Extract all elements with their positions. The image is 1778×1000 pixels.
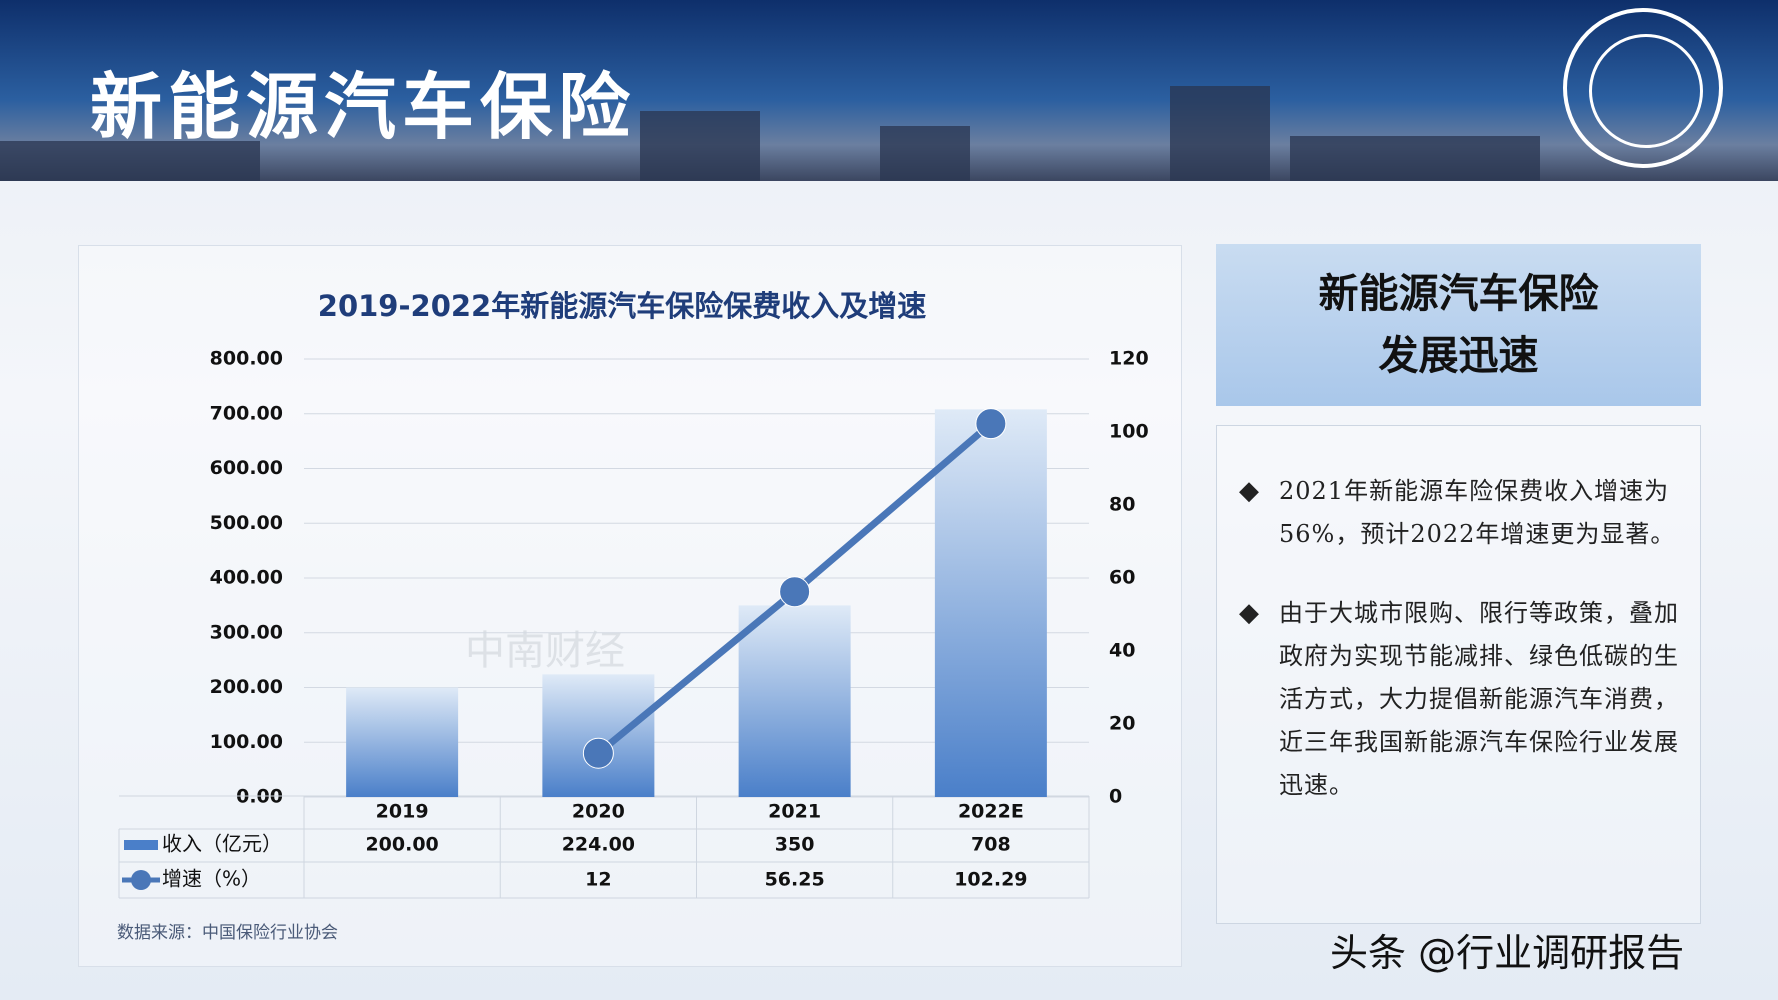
growth-marker bbox=[582, 737, 614, 769]
y-tick-label: 400.00 bbox=[210, 567, 283, 589]
header: 新能源汽车保险 bbox=[0, 0, 1778, 181]
y-tick-label: 700.00 bbox=[210, 402, 283, 424]
skyline bbox=[640, 111, 760, 181]
side-title: 新能源汽车保险 发展迅速 bbox=[1216, 244, 1701, 406]
y-tick-label: 100.00 bbox=[210, 731, 283, 753]
legend-label: 增速（%） bbox=[162, 867, 261, 891]
y2-tick-label: 60 bbox=[1109, 567, 1135, 589]
y2-tick-label: 120 bbox=[1109, 348, 1149, 370]
bar bbox=[346, 687, 459, 797]
bullet-text: 2021年新能源车险保费收入增速为56%，预计2022年增速更为显著。 bbox=[1279, 477, 1676, 548]
growth-marker bbox=[975, 408, 1007, 440]
growth-marker bbox=[779, 576, 811, 608]
table-value: 350 bbox=[775, 834, 815, 856]
y2-tick-label: 80 bbox=[1109, 494, 1135, 516]
table-value: 224.00 bbox=[562, 834, 635, 856]
skyline bbox=[880, 126, 970, 181]
side-title-line: 发展迅速 bbox=[1378, 333, 1539, 379]
table-value: 102.29 bbox=[954, 869, 1027, 891]
legend-label: 收入（亿元） bbox=[162, 832, 282, 856]
x-tick-label: 2022E bbox=[958, 801, 1024, 823]
y2-tick-label: 20 bbox=[1109, 713, 1135, 735]
table-value: 12 bbox=[585, 869, 611, 891]
skyline bbox=[1290, 136, 1540, 181]
y2-tick-label: 0 bbox=[1109, 786, 1122, 808]
page-title: 新能源汽车保险 bbox=[90, 65, 637, 149]
side-box: ◆ 2021年新能源车险保费收入增速为56%，预计2022年增速更为显著。 ◆ 由于… bbox=[1216, 425, 1701, 924]
x-tick-label: 2021 bbox=[768, 801, 821, 823]
source-note: 数据来源：中国保险行业协会 bbox=[117, 923, 338, 943]
bar bbox=[934, 409, 1047, 797]
bar bbox=[542, 674, 655, 797]
legend-swatch bbox=[131, 870, 151, 890]
table-value: 200.00 bbox=[365, 834, 438, 856]
x-tick-label: 2019 bbox=[376, 801, 429, 823]
credit: 头条 @行业调研报告 bbox=[1330, 931, 1685, 975]
table-value: 56.25 bbox=[765, 869, 825, 891]
table-value: 708 bbox=[971, 834, 1011, 856]
x-tick-label: 2020 bbox=[572, 801, 625, 823]
bullet-text: 由于大城市限购、限行等政策，叠加政府为实现节能减排、绿色低碳的生活方式，大力提倡… bbox=[1279, 599, 1679, 799]
skyline bbox=[1170, 86, 1270, 181]
bar bbox=[738, 605, 851, 797]
y-tick-label: 800.00 bbox=[210, 348, 283, 370]
legend-swatch bbox=[124, 840, 158, 850]
y2-tick-label: 40 bbox=[1109, 640, 1135, 662]
logo bbox=[1563, 8, 1723, 168]
watermark: 中南财经 bbox=[465, 628, 625, 674]
skyline bbox=[0, 141, 260, 181]
y-tick-label: 600.00 bbox=[210, 457, 283, 479]
bullet: ◆ 2021年新能源车险保费收入增速为56%，预计2022年增速更为显著。 bbox=[1239, 470, 1680, 556]
bullet: ◆ 由于大城市限购、限行等政策，叠加政府为实现节能减排、绿色低碳的生活方式，大力提… bbox=[1239, 592, 1680, 807]
chart-title: 2019-2022年新能源汽车保险保费收入及增速 bbox=[318, 289, 926, 323]
y-tick-label: 200.00 bbox=[210, 676, 283, 698]
y-tick-label: 300.00 bbox=[210, 621, 283, 643]
side-title-line: 新能源汽车保险 bbox=[1318, 271, 1599, 317]
y2-tick-label: 100 bbox=[1109, 421, 1149, 443]
y-tick-label: 500.00 bbox=[210, 512, 283, 534]
